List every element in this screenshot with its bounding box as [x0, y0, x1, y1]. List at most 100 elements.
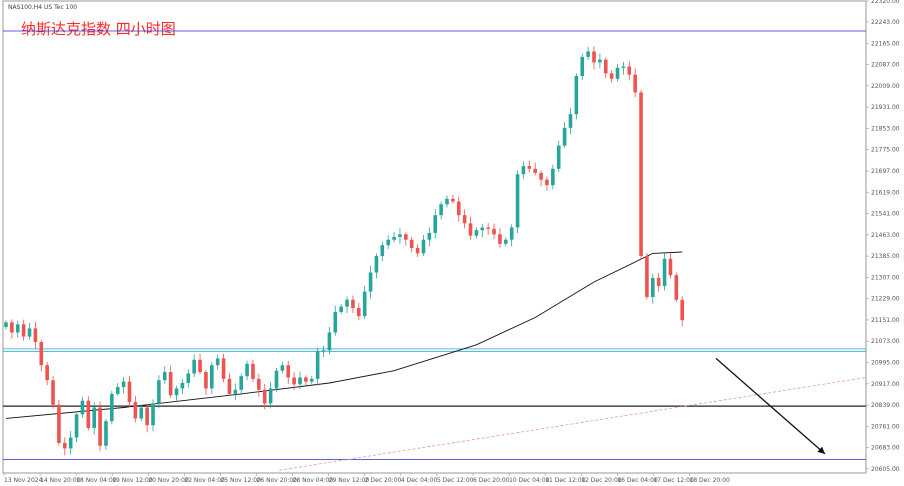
candle [551, 164, 555, 190]
candle [456, 196, 461, 222]
candle-body [257, 378, 261, 390]
y-tick-label: 21697.00 [871, 168, 900, 175]
candle [204, 369, 208, 395]
candle-body [180, 382, 185, 389]
candle [68, 430, 73, 455]
candle-body [4, 322, 8, 328]
candle [133, 395, 138, 423]
candle [315, 347, 320, 386]
candle [368, 265, 373, 299]
candle-body [280, 365, 285, 371]
candle-body [386, 239, 390, 246]
candle [404, 232, 408, 246]
candle-body [480, 227, 485, 231]
y-tick-label: 20683.00 [871, 445, 900, 452]
candle [545, 176, 549, 191]
candle-body [357, 307, 361, 317]
candle [321, 345, 326, 358]
y-tick-label: 21931.00 [871, 104, 900, 111]
candle [121, 376, 126, 394]
y-tick-label: 20839.00 [871, 402, 900, 409]
candle [656, 273, 661, 292]
candle [345, 296, 349, 313]
candle-body [639, 92, 643, 257]
candle [333, 305, 338, 336]
y-tick-label: 21463.00 [871, 232, 900, 239]
candle [104, 418, 108, 451]
moving-average-line [5, 251, 683, 419]
y-tick-label: 22009.00 [871, 83, 900, 90]
candle-body [68, 437, 73, 449]
candle [221, 353, 226, 383]
candle-body [398, 234, 402, 237]
dashed-trendline[interactable] [279, 377, 867, 471]
candle [139, 405, 144, 422]
candle-body [492, 228, 496, 235]
candle [92, 402, 96, 435]
candle [492, 223, 496, 240]
candle [39, 339, 44, 372]
candle [651, 273, 655, 304]
candle-body [615, 67, 620, 79]
candle-body [668, 258, 673, 276]
x-tick-label: 14 Nov 20:00 [40, 477, 81, 484]
candle [633, 68, 637, 98]
x-tick-label: 5 Dec 12:00 [437, 477, 474, 484]
candle-body [192, 359, 196, 374]
candle-body [321, 350, 326, 352]
candle-body [339, 306, 343, 313]
candle-body [157, 380, 161, 404]
candle-body [239, 376, 243, 390]
candle-body [139, 407, 144, 419]
candle-body [245, 363, 249, 377]
candle-body [121, 381, 126, 388]
candle [433, 208, 438, 239]
candle [586, 47, 590, 60]
candle-body [86, 400, 91, 428]
candle [227, 373, 232, 397]
candle-body [57, 404, 61, 443]
candle-body [351, 299, 355, 308]
candle [168, 365, 173, 398]
candle [639, 89, 643, 260]
candle-body [63, 442, 67, 449]
y-tick-label: 21619.00 [871, 189, 900, 196]
candle-body [304, 377, 308, 382]
x-tick-label: 18 Nov 04:00 [76, 477, 117, 484]
candle-body [433, 215, 438, 233]
candle-body [580, 56, 585, 77]
down-arrow-line[interactable] [715, 357, 826, 455]
candle-body [162, 372, 167, 381]
candle [274, 367, 279, 393]
x-tick-label: 19 Nov 12:00 [112, 477, 153, 484]
candle [521, 161, 526, 179]
candle [4, 320, 8, 330]
candle [515, 170, 520, 234]
candle-body [427, 232, 432, 240]
candle-body [392, 237, 396, 240]
candle-body [445, 198, 449, 205]
candle [80, 397, 85, 418]
candle-body [221, 358, 226, 379]
candle [292, 372, 296, 391]
x-tick-label: 17 Dec 12:00 [653, 477, 694, 484]
x-tick-label: 29 Nov 12:00 [329, 477, 370, 484]
candle [309, 375, 314, 385]
candle [174, 385, 179, 403]
candle [462, 209, 467, 229]
candle-body [598, 59, 602, 63]
annotation-title: 纳斯达克指数 四小时图 [21, 20, 176, 38]
candle [98, 401, 102, 452]
candle [286, 360, 291, 385]
symbol-line: NAS100.H4 US Tec 100 [8, 4, 77, 11]
x-tick-label: 11 Dec 12:00 [545, 477, 586, 484]
candle-body [80, 400, 85, 415]
candle-body [621, 66, 626, 68]
x-tick-label: 2 Dec 20:00 [365, 477, 402, 484]
candle [145, 404, 149, 433]
candle-body [133, 402, 138, 419]
candle-body [204, 372, 208, 389]
candle [421, 235, 426, 256]
